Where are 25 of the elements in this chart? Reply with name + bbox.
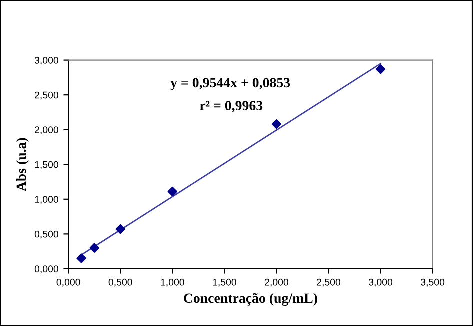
x-tick-label: 3,500 xyxy=(421,278,445,287)
point xyxy=(272,119,282,130)
y-tick-label: 0,000 xyxy=(34,266,58,274)
y-tick-label: 0,500 xyxy=(34,230,58,239)
y-tick-label: 3,000 xyxy=(34,57,58,66)
x-tick-label: 2,000 xyxy=(265,278,288,287)
annotation: r² = 0,9963 xyxy=(200,101,263,113)
x-axis-title: Concentração (ug/mL) xyxy=(184,293,318,306)
point xyxy=(90,243,100,253)
x-tick-label: 2,500 xyxy=(317,278,341,287)
y-axis-title: Abs (u.a) xyxy=(16,138,29,192)
x-tick-label: 0,500 xyxy=(108,278,132,287)
y-tick-label: 1,000 xyxy=(35,196,58,204)
x-tick-label: 1,500 xyxy=(213,278,236,287)
y-tick-label: 2,000 xyxy=(35,126,58,135)
point xyxy=(116,224,126,234)
point xyxy=(376,64,386,74)
y-tick-label: 2,500 xyxy=(35,92,58,100)
point xyxy=(76,254,86,264)
annotation: y = 0,9544x + 0,0853 xyxy=(170,78,290,90)
y-tick-label: 1,500 xyxy=(35,161,58,170)
x-tick-label: 1,000 xyxy=(161,278,184,287)
x-tick-label: 3,000 xyxy=(368,278,393,287)
x-tick-label: 0,000 xyxy=(56,278,80,287)
point xyxy=(168,186,178,197)
